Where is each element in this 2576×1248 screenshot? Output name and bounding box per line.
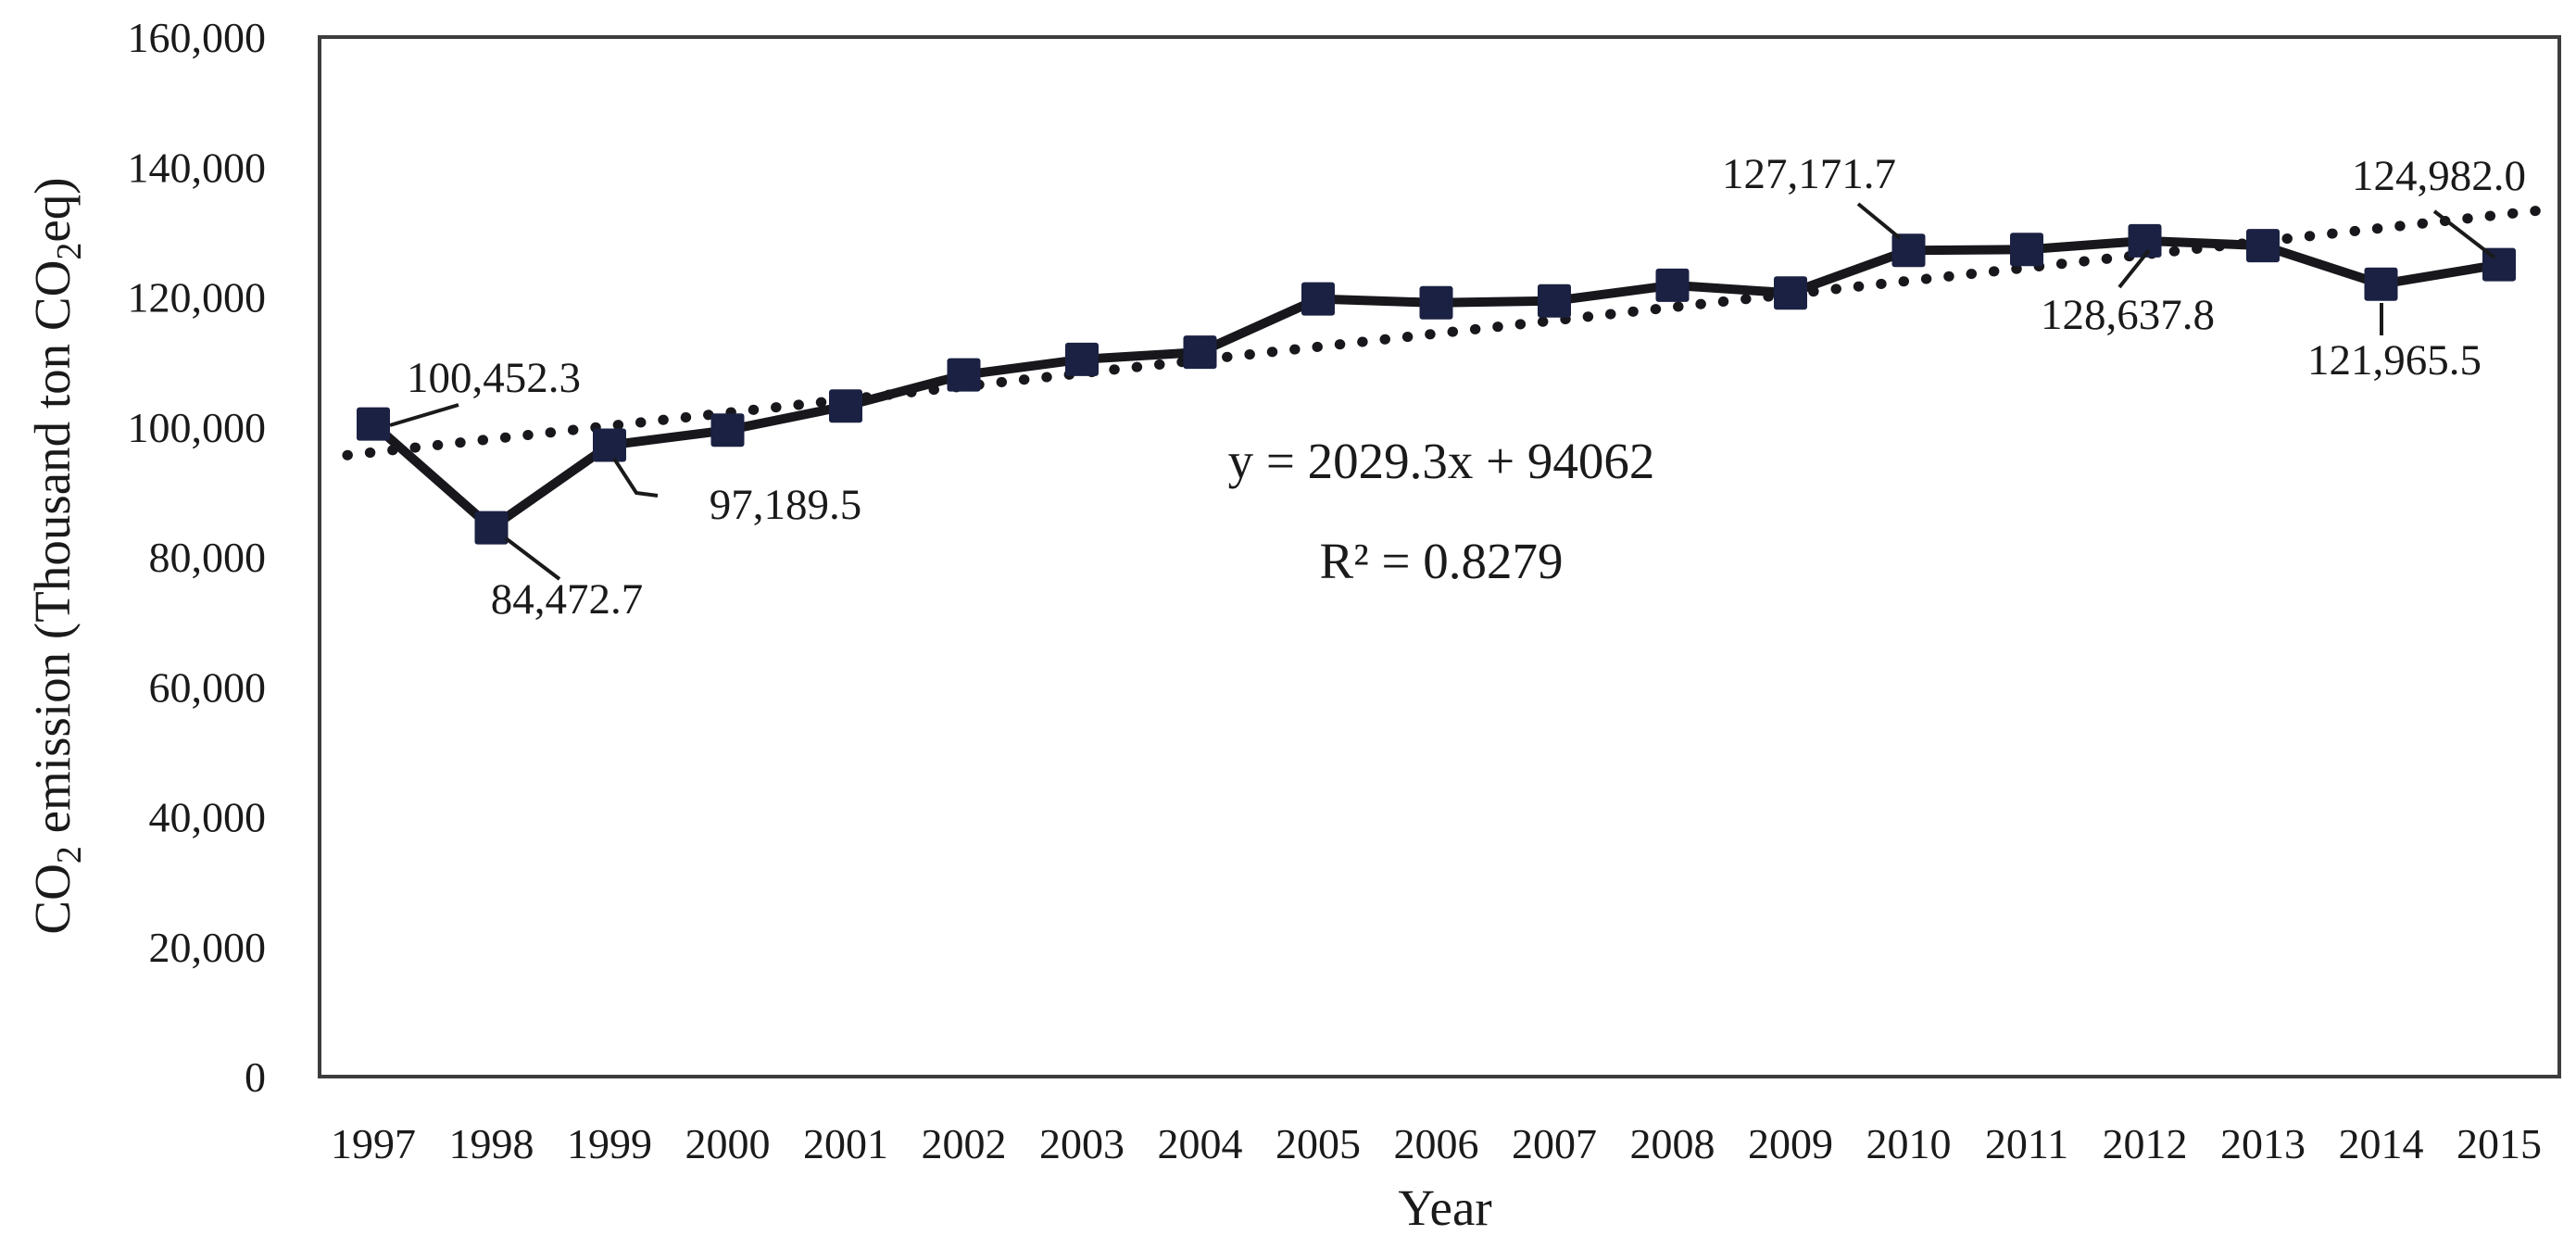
data-point-markers xyxy=(357,223,2516,545)
data-label-leader xyxy=(2117,248,2151,289)
data-point-marker xyxy=(1301,282,1335,316)
data-point-marker xyxy=(357,407,390,441)
data-point-marker xyxy=(947,358,981,392)
x-tick-label: 2013 xyxy=(2220,1120,2306,1167)
data-point-marker xyxy=(2128,223,2162,258)
data-point-marker xyxy=(2364,267,2398,301)
data-label: 121,965.5 xyxy=(2307,336,2482,384)
x-tick-label: 2012 xyxy=(2103,1120,2188,1167)
data-label: 84,472.7 xyxy=(491,575,644,624)
x-tick-label: 1997 xyxy=(331,1120,416,1167)
data-label: 100,452.3 xyxy=(407,354,581,402)
data-point-marker xyxy=(474,511,509,545)
x-tick-label: 1999 xyxy=(567,1120,652,1167)
y-tick-label: 80,000 xyxy=(149,534,267,581)
point-annotations: 100,452.3 84,472.7 97,189.5 127,171.7 128,63… xyxy=(389,150,2526,624)
x-tick-label: 2008 xyxy=(1630,1120,1715,1167)
data-label: 128,637.8 xyxy=(2041,291,2215,339)
x-tick-label: 2002 xyxy=(922,1120,1007,1167)
x-tick-label: 2009 xyxy=(1748,1120,1833,1167)
data-point-marker xyxy=(593,428,626,462)
data-label: 97,189.5 xyxy=(710,481,862,529)
y-tick-label: 60,000 xyxy=(149,663,267,711)
data-point-marker xyxy=(2246,229,2280,263)
data-label-leader xyxy=(389,403,459,427)
x-tick-label: 2014 xyxy=(2339,1120,2424,1167)
y-tick-label: 0 xyxy=(245,1053,266,1101)
y-tick-label: 140,000 xyxy=(128,144,267,191)
x-axis-title: Year xyxy=(1398,1179,1491,1236)
data-label: 124,982.0 xyxy=(2352,152,2526,200)
trendline-r-squared: R² = 0.8279 xyxy=(1320,533,1564,589)
data-point-marker xyxy=(710,413,745,448)
x-tick-label: 2007 xyxy=(1512,1120,1597,1167)
y-tick-label: 40,000 xyxy=(149,794,267,841)
y-axis-title: CO2 emission (Thousand ton CO2eq) xyxy=(24,177,89,934)
y-tick-label: 20,000 xyxy=(149,924,267,971)
data-label-leader xyxy=(504,536,561,581)
x-tick-label: 1998 xyxy=(449,1120,534,1167)
data-label-leader xyxy=(1856,202,1902,240)
trendline-equation: y = 2029.3x + 94062 xyxy=(1228,433,1655,489)
data-point-marker xyxy=(1538,284,1571,318)
x-tick-label: 2005 xyxy=(1275,1120,1361,1167)
x-axis-tick-labels: 1997 1998 1999 2000 2001 2002 2003 2004 2005 2006… xyxy=(331,1120,2542,1167)
x-tick-label: 2006 xyxy=(1394,1120,1479,1167)
y-tick-label: 160,000 xyxy=(128,14,267,61)
x-tick-label: 2003 xyxy=(1039,1120,1125,1167)
x-tick-label: 2004 xyxy=(1158,1120,1243,1167)
x-tick-label: 2010 xyxy=(1866,1120,1952,1167)
data-point-marker xyxy=(2010,233,2043,267)
x-tick-label: 2001 xyxy=(803,1120,888,1167)
data-label-leader xyxy=(612,457,659,498)
data-point-marker xyxy=(1655,268,1690,302)
x-tick-label: 2011 xyxy=(1985,1120,2068,1167)
data-point-marker xyxy=(1774,276,1807,310)
y-tick-label: 100,000 xyxy=(128,404,267,451)
data-label-leader xyxy=(2432,209,2496,259)
y-axis-tick-labels: 0 20,000 40,000 60,000 80,000 100,000 120,000 1… xyxy=(128,14,267,1101)
y-tick-label: 120,000 xyxy=(128,274,267,321)
x-tick-label: 2015 xyxy=(2457,1120,2542,1167)
data-point-marker xyxy=(1419,285,1453,320)
data-label: 127,171.7 xyxy=(1722,150,1896,198)
data-point-marker xyxy=(1891,233,1926,268)
plot-border xyxy=(318,35,2561,1078)
x-tick-label: 2000 xyxy=(685,1120,771,1167)
data-point-marker xyxy=(1065,342,1099,376)
data-point-marker xyxy=(829,389,862,423)
data-point-marker xyxy=(1183,335,1217,370)
